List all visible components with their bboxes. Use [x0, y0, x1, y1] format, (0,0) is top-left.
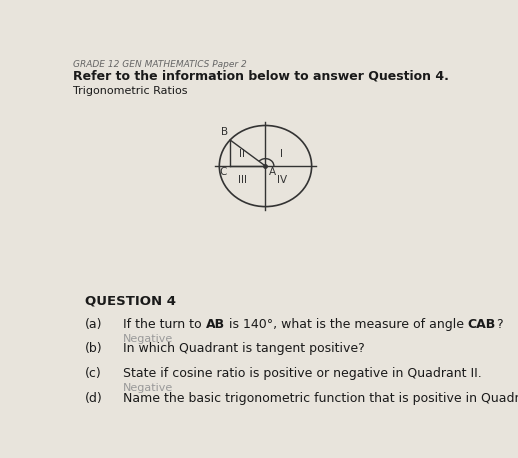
Text: In which Quadrant is tangent positive?: In which Quadrant is tangent positive?	[123, 343, 365, 355]
Text: Negative: Negative	[123, 383, 173, 393]
Text: Negative: Negative	[123, 333, 173, 344]
Text: is 140°, what is the measure of angle: is 140°, what is the measure of angle	[225, 318, 468, 331]
Text: (c): (c)	[85, 367, 102, 380]
Text: ?: ?	[496, 318, 502, 331]
Text: (a): (a)	[85, 318, 103, 331]
Text: I: I	[280, 149, 283, 159]
Text: B: B	[221, 126, 228, 136]
Text: AB: AB	[206, 318, 225, 331]
Text: Name the basic trigonometric function that is positive in Quadrant II.: Name the basic trigonometric function th…	[123, 392, 518, 405]
Text: Trigonometric Ratios: Trigonometric Ratios	[73, 86, 188, 96]
Text: GRADE 12 GEN MATHEMATICS Paper 2: GRADE 12 GEN MATHEMATICS Paper 2	[73, 60, 247, 69]
Text: IV: IV	[277, 175, 286, 185]
Text: III: III	[238, 175, 247, 185]
Text: CAB: CAB	[468, 318, 496, 331]
Text: QUESTION 4: QUESTION 4	[85, 295, 176, 308]
Text: State if cosine ratio is positive or negative in Quadrant II.: State if cosine ratio is positive or neg…	[123, 367, 482, 380]
Text: Refer to the information below to answer Question 4.: Refer to the information below to answer…	[73, 70, 449, 83]
Text: II: II	[239, 149, 246, 159]
Text: If the turn to: If the turn to	[123, 318, 206, 331]
Text: (d): (d)	[85, 392, 103, 405]
Text: (b): (b)	[85, 343, 103, 355]
Text: C: C	[220, 167, 227, 177]
Text: A: A	[269, 167, 277, 177]
